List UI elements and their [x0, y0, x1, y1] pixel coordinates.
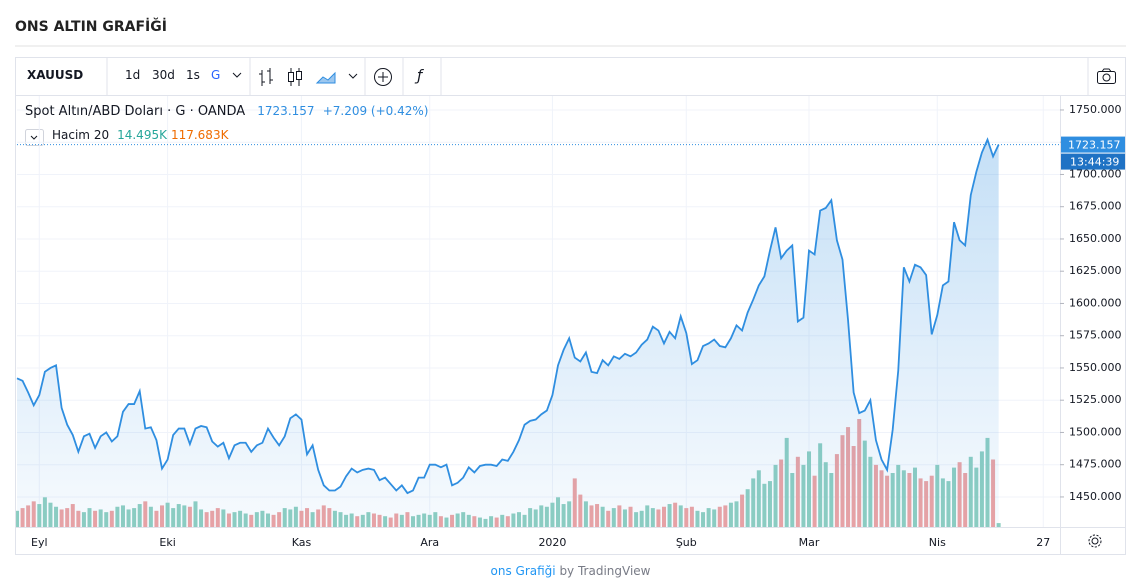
time-label: 13:44:39 [1070, 156, 1119, 169]
symbol-title: Spot Altın/ABD Doları · G · OANDA [25, 104, 246, 119]
interval-active[interactable]: G [211, 68, 221, 82]
bar-style-icon[interactable] [259, 68, 273, 86]
x-tick-label: Eki [159, 536, 175, 549]
volume-ma: 117.683K [170, 128, 229, 142]
y-tick-label: 1625.000 [1069, 264, 1122, 277]
page-title: ONS ALTIN GRAFİĞİ [15, 19, 167, 35]
x-tick-label: 2020 [538, 536, 566, 549]
y-tick-label: 1600.000 [1069, 296, 1122, 309]
y-tick-label: 1450.000 [1069, 490, 1122, 503]
legend-collapse[interactable] [25, 129, 44, 146]
area [17, 139, 999, 527]
y-tick-label: 1750.000 [1069, 103, 1122, 116]
price-line [16, 137, 1000, 495]
y-tick-label: 1550.000 [1069, 361, 1122, 374]
y-tick-label: 1525.000 [1069, 393, 1122, 406]
x-tick-label: Mar [799, 536, 820, 549]
indicator-add-icon[interactable] [374, 68, 392, 86]
area-style-icon[interactable] [315, 71, 358, 84]
footer-link[interactable]: ons Grafiği [490, 564, 556, 578]
snapshot-icon[interactable] [1097, 68, 1116, 84]
candle-style-icon[interactable] [288, 68, 302, 86]
interval[interactable]: 1d [125, 68, 141, 82]
footer: ons Grafiği by TradingView [0, 564, 1141, 578]
last-price-box [1061, 136, 1125, 153]
y-tick-label: 1500.000 [1069, 425, 1122, 438]
x-tick-label: 27 [1036, 536, 1050, 549]
volume-last: 14.495K [117, 128, 167, 142]
y-tick-label: 1575.000 [1069, 329, 1122, 342]
interval-dropdown[interactable] [232, 72, 242, 78]
x-tick-label: Ara [420, 536, 439, 549]
x-tick-label: Nis [929, 536, 946, 549]
settings-icon[interactable] [1088, 534, 1102, 548]
symbol[interactable]: XAUUSD [27, 68, 84, 82]
y-tick-label: 1650.000 [1069, 232, 1122, 245]
y-tick-label: 1700.000 [1069, 167, 1122, 180]
time-box [1061, 153, 1125, 170]
price-change: +7.209 (+0.42%) [322, 104, 429, 118]
interval[interactable]: 1s [186, 68, 200, 82]
interval[interactable]: 30d [152, 68, 175, 82]
footer-by: by TradingView [559, 564, 651, 578]
plot-area [16, 96, 1060, 527]
x-tick-label: Şub [676, 536, 697, 549]
y-tick-label: 1475.000 [1069, 458, 1122, 471]
toolbar-separators [106, 58, 1089, 95]
widget-frame [15, 57, 1126, 555]
fx-icon[interactable]: ƒ [414, 67, 424, 85]
x-tick-label: Eyl [31, 536, 48, 549]
y-tick-label: 1675.000 [1069, 200, 1122, 213]
x-tick-label: Kas [292, 536, 312, 549]
legend-main: Spot Altın/ABD Doları · G · OANDA 1723.1… [25, 104, 428, 119]
legend-volume: Hacim 20 14.495K 117.683K [52, 128, 228, 142]
last-price: 1723.157 [257, 104, 315, 118]
volume-title: Hacim 20 [52, 128, 110, 142]
last-price-label: 1723.157 [1068, 139, 1121, 152]
